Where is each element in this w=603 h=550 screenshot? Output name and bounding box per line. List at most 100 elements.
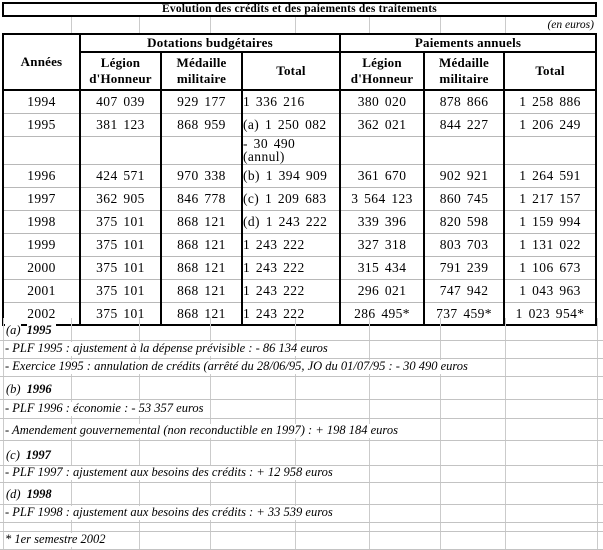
table-row-2001: 2001 375 101 868 121 1 243 222 296 021 7…	[2, 278, 598, 303]
footnote-text: - PLF 1997 : ajustement aux besoins des …	[0, 465, 603, 483]
cell-dot-total: 1 243 222	[240, 278, 342, 303]
cell-pay-medaille: 747 942	[423, 278, 506, 303]
cell-pay-legion: 361 670	[339, 163, 426, 188]
cell-dot-medaille: 868 121	[160, 232, 243, 257]
cell-pay-legion: 296 021	[339, 278, 426, 303]
unit-note: (en euros)	[547, 19, 597, 31]
grid-line	[505, 17, 506, 33]
footnote-text: - PLF 1995 : ajustement à la dépense pré…	[0, 341, 603, 359]
cell-pay-total: 1 217 157	[503, 186, 598, 211]
cell-pay-legion: 327 318	[339, 232, 426, 257]
footnote-text: - PLF 1996 : économie : - 53 357 euros	[0, 400, 603, 419]
cell-dot-medaille: 846 778	[160, 186, 243, 211]
table-row-1997: 1997 362 905 846 778 (c) 1 209 683 3 564…	[2, 186, 598, 211]
cell-dot-legion: 375 101	[79, 278, 162, 303]
footnotes-section: (a) 1995 - PLF 1995 : ajustement à la dé…	[0, 318, 603, 550]
cell-pay-legion: 362 021	[339, 112, 426, 137]
table-row-1994: 1994 407 039 929 177 1 336 216 380 020 8…	[2, 90, 598, 114]
cell-pay-medaille: 902 921	[423, 163, 506, 188]
footnote-empty-row	[0, 523, 603, 532]
cell-dot-total: 1 243 222	[240, 232, 342, 257]
cell-dot-medaille: 970 338	[160, 163, 243, 188]
table-row-1998: 1998 375 101 868 121 (d) 1 243 222 339 3…	[2, 209, 598, 234]
cell-dot-medaille: 868 959	[160, 112, 243, 137]
footnote-text-line: - Exercice 1995 : annulation de crédits …	[5, 359, 472, 374]
cell-annee	[2, 135, 81, 165]
footnote-text-line: - PLF 1997 : ajustement aux besoins des …	[5, 465, 337, 480]
footnote-text-line: - Amendement gouvernemental (non recondu…	[5, 423, 402, 438]
cell-pay-medaille: 820 598	[423, 209, 506, 234]
grid-line	[139, 17, 140, 33]
header-legion-paiements: Légion d'Honneur	[339, 51, 426, 92]
cell-pay-medaille: 860 745	[423, 186, 506, 211]
cell-pay-medaille: 844 227	[423, 112, 506, 137]
cell-annee: 1998	[2, 209, 81, 234]
footnote-year: 1997	[25, 448, 55, 463]
cell-pay-total	[503, 135, 598, 165]
footnote-marker: (b)	[5, 382, 21, 397]
cell-dot-medaille: 868 121	[160, 301, 243, 326]
cell-pay-medaille: 737 459*	[423, 301, 506, 326]
footnote-text: - Exercice 1995 : annulation de crédits …	[0, 359, 603, 377]
cell-pay-legion: 286 495*	[339, 301, 426, 326]
cell-dot-total: - 30 490 (annul)	[240, 135, 342, 165]
grid-line	[295, 17, 296, 33]
cell-annee: 2001	[2, 278, 81, 303]
cell-annee: 1997	[2, 186, 81, 211]
footnote-year: 1995	[26, 323, 56, 338]
cell-dot-medaille: 868 121	[160, 278, 243, 303]
header-paiements-annuels: Paiements annuels	[339, 32, 598, 54]
footnote-asterisk: * 1er semestre 2002	[0, 532, 603, 550]
cell-pay-legion: 339 396	[339, 209, 426, 234]
footnote-text: - PLF 1998 : ajustement aux besoins des …	[0, 505, 603, 523]
cell-pay-legion: 3 564 123	[339, 186, 426, 211]
footnote-marker: (c)	[5, 448, 20, 463]
grid-line	[440, 17, 441, 33]
footnote-year: 1998	[26, 487, 56, 502]
cell-dot-medaille: 929 177	[160, 90, 243, 114]
grid-line	[505, 318, 506, 550]
footnote-marker: (a)	[5, 323, 21, 338]
cell-pay-total: 1 023 954*	[503, 301, 598, 326]
cell-pay-total: 1 106 673	[503, 255, 598, 280]
cell-dot-legion: 375 101	[79, 301, 162, 326]
cell-pay-medaille: 803 703	[423, 232, 506, 257]
cell-dot-total: 1 243 222	[240, 301, 342, 326]
cell-pay-total: 1 258 886	[503, 90, 598, 114]
header-total-dotations: Total	[240, 51, 342, 92]
footnote-text-line: - PLF 1998 : ajustement aux besoins des …	[5, 505, 337, 520]
cell-dot-legion: 424 571	[79, 163, 162, 188]
cell-dot-legion: 381 123	[79, 112, 162, 137]
cell-dot-legion: 375 101	[79, 209, 162, 234]
cell-annee: 1996	[2, 163, 81, 188]
cell-annee: 1994	[2, 90, 81, 114]
cell-dot-total: 1 243 222	[240, 255, 342, 280]
cell-pay-total: 1 043 963	[503, 278, 598, 303]
table-row-1999: 1999 375 101 868 121 1 243 222 327 318 8…	[2, 232, 598, 257]
header-annees: Années	[2, 32, 81, 92]
cell-pay-legion	[339, 135, 426, 165]
unit-note-row: (en euros)	[2, 17, 597, 33]
cell-dot-legion	[79, 135, 162, 165]
header-sub-row: Légion d'Honneur Médaille militaire Tota…	[3, 51, 598, 92]
header-dotations-budgetaires: Dotations budgétaires	[78, 32, 342, 54]
cell-annee: 1995	[2, 112, 81, 137]
cell-pay-medaille: 878 866	[423, 90, 506, 114]
table-row-2000: 2000 375 101 868 121 1 243 222 315 434 7…	[2, 255, 598, 280]
footnote-label-b: (b) 1996	[0, 377, 603, 400]
header-legion-dotations: Légion d'Honneur	[79, 51, 162, 92]
header-total-paiements: Total	[503, 51, 598, 92]
footnote-label-c: (c) 1997	[0, 441, 603, 466]
cell-dot-total: (c) 1 209 683	[240, 186, 342, 211]
cell-dot-legion: 362 905	[79, 186, 162, 211]
table-row-annulation: - 30 490 (annul)	[2, 135, 598, 165]
table-title-text: Evolution des crédits et des paiements d…	[162, 2, 437, 15]
grid-line	[440, 318, 441, 550]
cell-dot-medaille: 868 121	[160, 209, 243, 234]
cell-dot-legion: 375 101	[79, 255, 162, 280]
footnote-text-line: * 1er semestre 2002	[5, 532, 110, 547]
grid-line	[3, 318, 4, 550]
table-row-2002: 2002 375 101 868 121 1 243 222 286 495* …	[2, 301, 598, 326]
cell-dot-legion: 407 039	[79, 90, 162, 114]
